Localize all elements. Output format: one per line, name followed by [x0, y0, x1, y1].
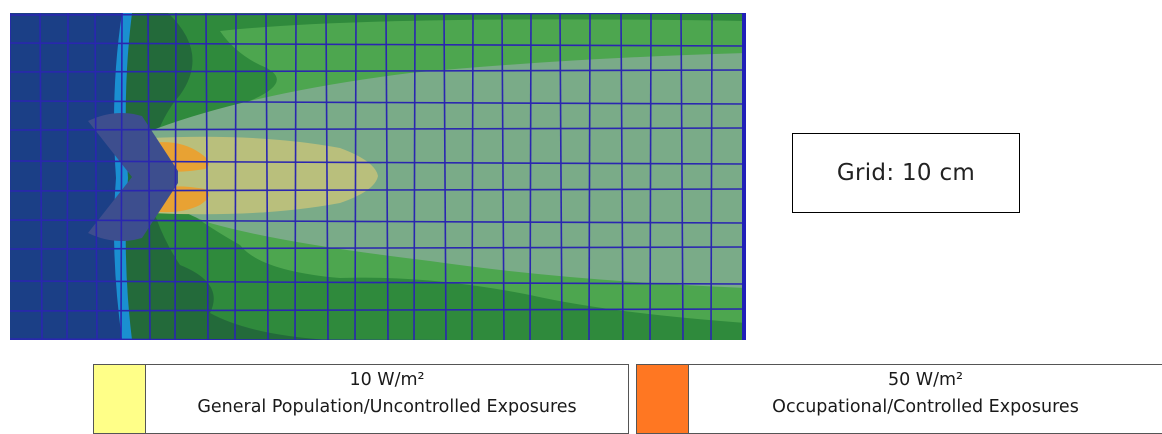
legend-swatch-yellow: [94, 365, 146, 433]
grid-line-vertical: [294, 13, 297, 340]
grid-line-horizontal: [10, 13, 746, 16]
grid-line-horizontal: [10, 42, 746, 47]
grid-line-vertical: [588, 13, 591, 340]
grid-line-vertical: [501, 13, 505, 340]
antenna-shape: [88, 112, 178, 242]
grid-line-horizontal: [10, 280, 746, 285]
grid-line-vertical: [649, 13, 652, 340]
grid-line-horizontal: [10, 127, 746, 131]
grid-line-vertical: [680, 13, 684, 340]
grid-line-horizontal: [10, 69, 746, 73]
grid-line-vertical: [234, 13, 237, 340]
exposure-field-map: [10, 13, 746, 340]
grid-line-vertical: [174, 13, 177, 340]
grid-line-horizontal: [10, 100, 746, 105]
grid-line-vertical: [325, 13, 329, 340]
legend-entry-occupational: 50 W/m² Occupational/Controlled Exposure…: [636, 364, 1162, 434]
legend-label: Occupational/Controlled Exposures: [772, 397, 1079, 417]
grid-scale-text: Grid: 10 cm: [836, 160, 976, 186]
legend-value: 50 W/m²: [887, 370, 964, 390]
grid-line-vertical: [559, 13, 563, 340]
legend-value: 10 W/m²: [349, 370, 425, 390]
legend-label: General Population/Uncontrolled Exposure…: [197, 397, 577, 417]
grid-line-horizontal: [10, 160, 746, 165]
grid-line-horizontal: [10, 188, 746, 192]
grid-line-vertical: [413, 13, 416, 340]
grid-line-vertical: [94, 13, 98, 340]
legend-text: 50 W/m² Occupational/Controlled Exposure…: [689, 365, 1162, 433]
grid-line-vertical: [354, 13, 357, 340]
grid-line-vertical: [39, 13, 43, 340]
pale-green-zone: [147, 53, 746, 288]
grid-line-vertical: [710, 13, 713, 340]
grid-line-vertical: [443, 13, 447, 340]
grid-line-vertical: [66, 13, 69, 340]
legend-text: 10 W/m² General Population/Uncontrolled …: [146, 365, 628, 433]
grid-line-horizontal: [10, 219, 746, 224]
grid-scale-note: Grid: 10 cm: [792, 133, 1020, 213]
legend-entry-general-population: 10 W/m² General Population/Uncontrolled …: [93, 364, 629, 434]
grid-line-vertical: [120, 13, 123, 340]
grid-line-horizontal: [10, 246, 746, 250]
grid-line-horizontal: [10, 338, 452, 340]
grid-line-vertical: [147, 13, 151, 340]
grid-line-vertical: [265, 13, 269, 340]
grid-line-horizontal: [10, 308, 746, 312]
grid-line-vertical: [205, 13, 209, 340]
grid-line-vertical: [385, 13, 389, 340]
grid-line-vertical: [620, 13, 624, 340]
map-right-edge: [742, 13, 746, 340]
grid-line-vertical: [471, 13, 474, 340]
grid-line-vertical: [529, 13, 532, 340]
legend-swatch-orange: [637, 365, 689, 433]
grid-lines: [10, 13, 746, 340]
